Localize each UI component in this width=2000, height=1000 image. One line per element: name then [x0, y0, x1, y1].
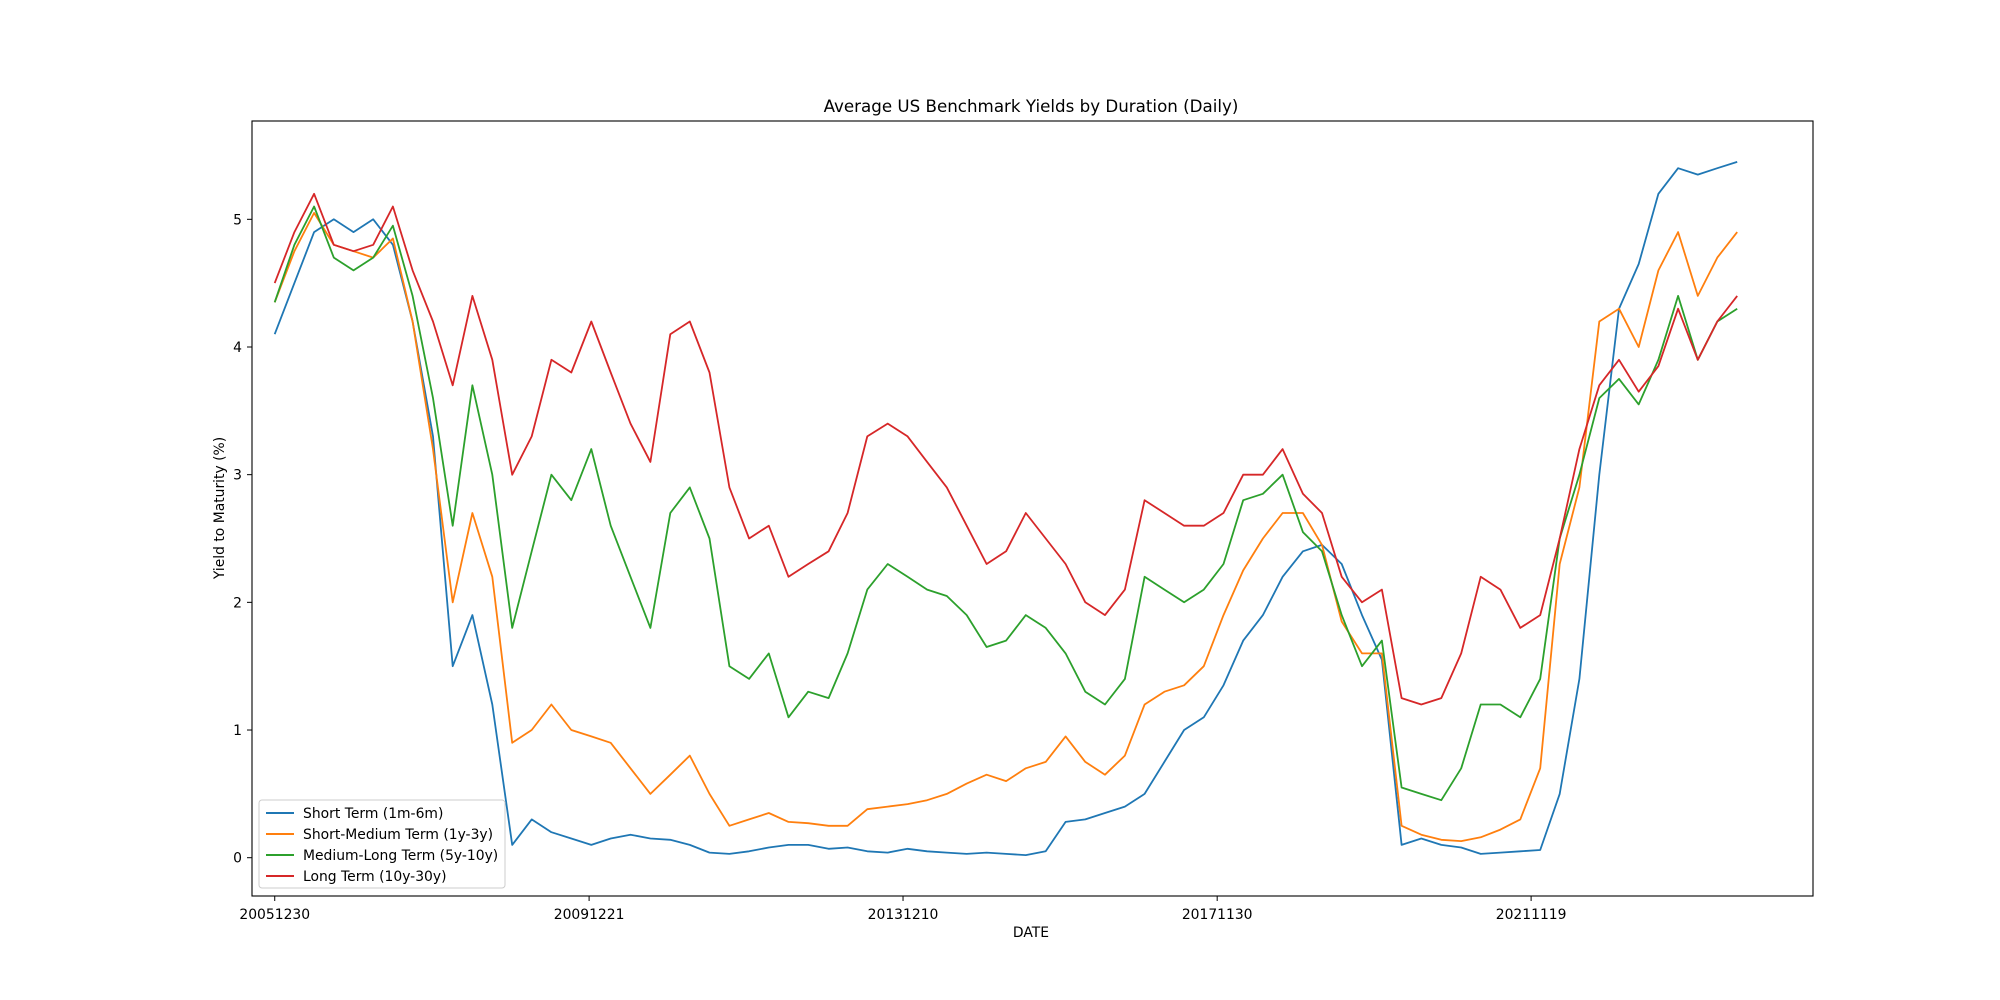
- series-line-1: [273, 161, 1738, 856]
- x-tick-label: 20131210: [868, 907, 939, 923]
- series-line-2: [273, 211, 1738, 842]
- x-tick-label: 20091221: [554, 907, 625, 923]
- legend-entry: Short-Medium Term (1y-3y): [303, 827, 493, 843]
- series-line-3: [273, 205, 1738, 802]
- legend-entry: Long Term (10y-30y): [303, 869, 447, 885]
- y-tick-label: 3: [233, 468, 242, 484]
- legend: Short Term (1m-6m) Short-Medium Term (1y-…: [258, 799, 506, 889]
- series-line-4: [273, 192, 1738, 706]
- x-axis-label: DATE: [1013, 925, 1049, 941]
- legend-entry: Medium-Long Term (5y-10y): [303, 848, 498, 864]
- x-tick-label: 20171130: [1182, 907, 1253, 923]
- y-axis-label: Yield to Maturity (%): [212, 437, 228, 580]
- x-tick-label: 20211119: [1496, 907, 1567, 923]
- y-tick-label: 2: [233, 595, 242, 611]
- y-axis: 0 1 2 3 4 5: [233, 212, 252, 867]
- y-tick-label: 5: [233, 212, 242, 228]
- chart-title: Average US Benchmark Yields by Duration …: [824, 96, 1239, 116]
- x-axis: 20051230 20091221 20131210 20171130 20211119: [239, 896, 1566, 923]
- plot-area: [273, 161, 1738, 856]
- legend-entry: Short Term (1m-6m): [303, 806, 443, 822]
- legend-box: [258, 799, 506, 889]
- x-tick-label: 20051230: [239, 907, 310, 923]
- y-tick-label: 4: [233, 340, 242, 356]
- plot-frame: [251, 120, 1814, 897]
- y-tick-label: 0: [233, 851, 242, 867]
- y-tick-label: 1: [233, 723, 242, 739]
